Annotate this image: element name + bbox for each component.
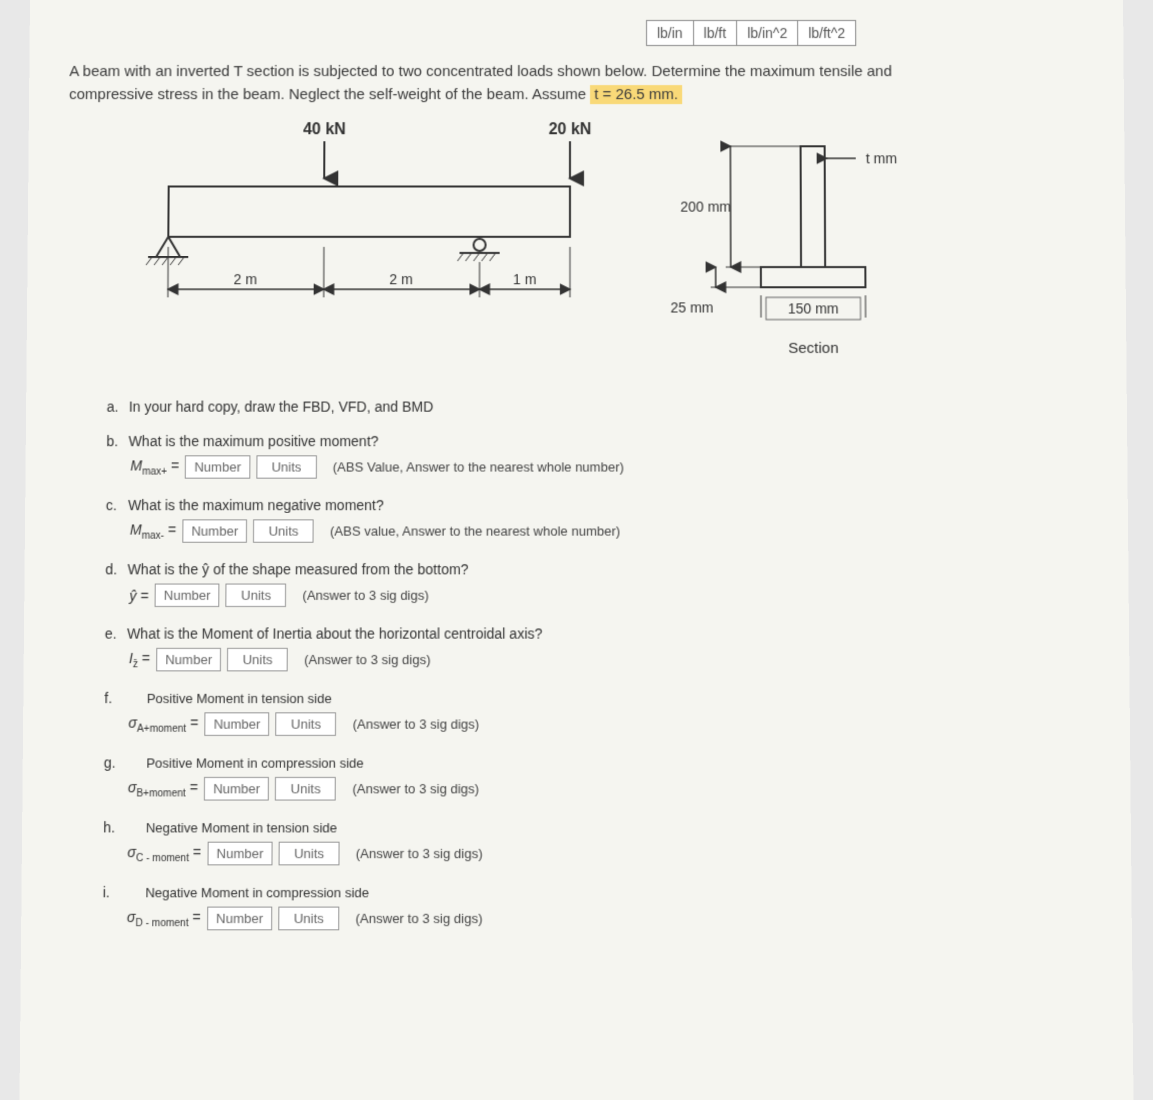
answer-row: σD - moment = Number Units (Answer to 3 … xyxy=(127,907,1091,931)
problem-line1: A beam with an inverted T section is sub… xyxy=(69,63,892,80)
answer-row: Iz̄ = Number Units (Answer to 3 sig digs… xyxy=(129,648,1089,672)
q-label: d. xyxy=(105,561,123,577)
number-input[interactable]: Number xyxy=(204,712,269,736)
units-input[interactable]: Units xyxy=(279,842,340,866)
question-i: i. Negative Moment in compression side σ… xyxy=(102,884,1091,930)
beam-diagram: 40 kN 20 kN xyxy=(127,116,610,328)
q-label: e. xyxy=(105,625,123,641)
number-input[interactable]: Number xyxy=(185,455,250,478)
q-label: h. xyxy=(103,819,121,835)
units-input[interactable]: Units xyxy=(256,455,317,478)
number-input[interactable]: Number xyxy=(156,648,221,672)
number-input[interactable]: Number xyxy=(182,519,247,542)
question-a: a. In your hard copy, draw the FBD, VFD,… xyxy=(107,399,1087,415)
units-input[interactable]: Units xyxy=(275,777,336,801)
hint-text: (Answer to 3 sig digs) xyxy=(356,846,483,861)
svg-text:150 mm: 150 mm xyxy=(788,300,839,316)
section-diagram: 200 mm t mm 25 mm 150 mm Section xyxy=(670,116,972,378)
question-d: d. What is the ŷ of the shape measured f… xyxy=(105,561,1088,607)
q-text: What is the maximum negative moment? xyxy=(128,497,384,513)
number-input[interactable]: Number xyxy=(207,907,272,931)
top-unit-cells: lb/in lb/ft lb/in^2 lb/ft^2 xyxy=(420,20,1084,46)
answer-row: Mmax+ = Number Units (ABS Value, Answer … xyxy=(130,455,1087,478)
question-g: g. Positive Moment in compression side σ… xyxy=(103,754,1090,800)
hint-text: (ABS value, Answer to the nearest whole … xyxy=(330,523,620,538)
answer-row: ŷ = Number Units (Answer to 3 sig digs) xyxy=(129,584,1088,607)
q-subhead: Negative Moment in compression side xyxy=(145,885,369,900)
q-text: In your hard copy, draw the FBD, VFD, an… xyxy=(129,399,434,415)
svg-text:25 mm: 25 mm xyxy=(670,299,713,315)
answer-row: Mmax- = Number Units (ABS value, Answer … xyxy=(130,519,1088,542)
svg-text:1 m: 1 m xyxy=(513,271,536,287)
number-input[interactable]: Number xyxy=(204,777,269,801)
units-input[interactable]: Units xyxy=(276,712,337,736)
svg-text:2 m: 2 m xyxy=(234,271,258,287)
q-label: b. xyxy=(106,433,124,449)
question-f: f. Positive Moment in tension side σA+mo… xyxy=(104,690,1090,736)
number-input[interactable]: Number xyxy=(155,584,220,607)
diagrams: 40 kN 20 kN xyxy=(127,116,1086,378)
q-label: f. xyxy=(104,690,122,706)
answer-row: σA+moment = Number Units (Answer to 3 si… xyxy=(128,712,1089,736)
problem-line2: compressive stress in the beam. Neglect … xyxy=(69,86,590,103)
problem-statement: A beam with an inverted T section is sub… xyxy=(69,61,1084,106)
units-input[interactable]: Units xyxy=(227,648,288,672)
q-subhead: Positive Moment in tension side xyxy=(147,691,332,706)
q-text: What is the ŷ of the shape measured from… xyxy=(127,561,468,577)
question-c: c. What is the maximum negative moment? … xyxy=(106,497,1088,543)
highlight-assumption: t = 26.5 mm. xyxy=(590,85,682,104)
svg-text:2 m: 2 m xyxy=(389,271,412,287)
unit-cell: lb/ft^2 xyxy=(797,20,856,46)
svg-text:Section: Section xyxy=(788,340,838,357)
q-subhead: Negative Moment in tension side xyxy=(146,820,337,835)
hint-text: (Answer to 3 sig digs) xyxy=(304,652,430,667)
svg-text:200 mm: 200 mm xyxy=(680,199,731,215)
question-list: a. In your hard copy, draw the FBD, VFD,… xyxy=(102,399,1091,931)
question-h: h. Negative Moment in tension side σC - … xyxy=(103,819,1091,865)
units-input[interactable]: Units xyxy=(253,519,314,542)
hint-text: (ABS Value, Answer to the nearest whole … xyxy=(333,459,624,474)
q-subhead: Positive Moment in compression side xyxy=(146,755,364,770)
hint-text: (Answer to 3 sig digs) xyxy=(355,911,482,926)
hint-text: (Answer to 3 sig digs) xyxy=(302,588,428,603)
q-text: What is the maximum positive moment? xyxy=(128,433,378,449)
q-label: i. xyxy=(103,884,121,900)
answer-row: σB+moment = Number Units (Answer to 3 si… xyxy=(128,777,1090,801)
units-input[interactable]: Units xyxy=(226,584,287,607)
hint-text: (Answer to 3 sig digs) xyxy=(352,781,479,796)
page-content: lb/in lb/ft lb/in^2 lb/ft^2 A beam with … xyxy=(20,0,1134,1100)
svg-text:t mm: t mm xyxy=(866,150,897,166)
unit-cell: lb/in xyxy=(646,20,694,46)
q-label: a. xyxy=(107,399,125,415)
number-input[interactable]: Number xyxy=(207,842,272,866)
q-text: What is the Moment of Inertia about the … xyxy=(127,625,543,641)
q-label: g. xyxy=(104,754,122,770)
svg-text:40 kN: 40 kN xyxy=(303,121,346,138)
svg-text:20 kN: 20 kN xyxy=(549,121,592,138)
hint-text: (Answer to 3 sig digs) xyxy=(353,716,480,731)
unit-cell: lb/in^2 xyxy=(736,20,798,46)
units-input[interactable]: Units xyxy=(278,907,339,931)
q-label: c. xyxy=(106,497,124,513)
question-b: b. What is the maximum positive moment? … xyxy=(106,433,1087,479)
unit-cell: lb/ft xyxy=(693,20,738,46)
answer-row: σC - moment = Number Units (Answer to 3 … xyxy=(127,842,1090,866)
question-e: e. What is the Moment of Inertia about t… xyxy=(105,625,1089,671)
